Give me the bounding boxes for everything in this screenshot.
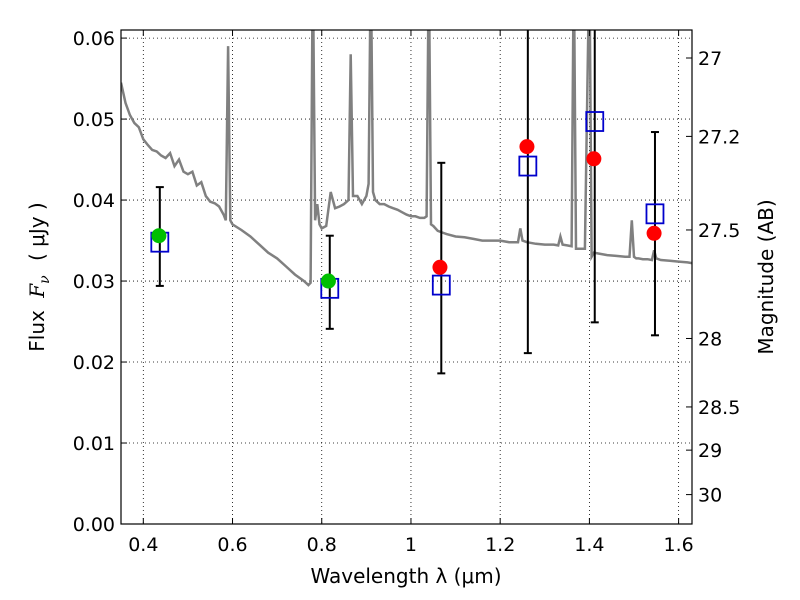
- x-tick-label: 1: [405, 534, 417, 556]
- y-tick-label: 0.01: [73, 433, 115, 455]
- y2-tick-label: 27: [698, 48, 722, 70]
- x-tick-label: 1.2: [485, 534, 515, 556]
- square-marker: [585, 111, 605, 132]
- y2-tick-label: 28.5: [698, 397, 740, 419]
- square-marker: [431, 274, 451, 296]
- y-tick-label: 0.00: [73, 514, 115, 536]
- x-axis: 0.4 0.6 0.8 1 1.2 1.4 1.6: [128, 30, 694, 556]
- plot-frame: [120, 29, 693, 525]
- y-tick-label: 0.04: [73, 190, 115, 212]
- circle-marker: [519, 139, 535, 155]
- plot-content: [121, 30, 692, 375]
- x-tick-label: 0.8: [307, 534, 337, 556]
- y2-tick-label: 30: [698, 485, 722, 507]
- square-marker: [645, 203, 665, 225]
- y-axis: 0.00 0.01 0.02 0.03 0.04 0.05 0.06: [73, 28, 127, 536]
- y2-tick-label: 27.5: [698, 220, 740, 242]
- x-tick-label: 0.6: [217, 534, 247, 556]
- data-markers: [150, 111, 665, 299]
- y-axis-label-unit: ( μJy ): [25, 202, 49, 261]
- y2-tick-label: 27.2: [698, 126, 740, 148]
- y2-axis: 27 27.2 27.5 28 28.5 29 30: [686, 48, 740, 507]
- x-tick-label: 0.4: [128, 534, 158, 556]
- y-axis-label: Flux Fν ( μJy ): [25, 202, 54, 351]
- plot-area: [121, 30, 692, 524]
- x-tick-label: 1.6: [664, 534, 694, 556]
- x-axis-label: Wavelength λ (μm): [310, 564, 501, 588]
- y-tick-label: 0.03: [73, 271, 115, 293]
- y-tick-label: 0.02: [73, 352, 115, 374]
- y-tick-label: 0.05: [73, 109, 115, 131]
- model-spectrum-line: [121, 30, 692, 287]
- svg-text:Flux Fν ( μJy ): Flux Fν ( μJy ): [25, 202, 54, 351]
- y-axis-label-sub: ν: [37, 275, 53, 284]
- y-axis-label-text: Flux: [25, 310, 49, 352]
- circle-marker: [586, 151, 602, 167]
- y2-tick-label: 29: [698, 440, 722, 462]
- y2-axis-label: Magnitude (AB): [754, 199, 778, 354]
- circle-marker: [320, 273, 336, 289]
- circle-marker: [151, 228, 167, 244]
- circle-marker: [432, 259, 448, 275]
- x-tick-label: 1.4: [574, 534, 604, 556]
- square-marker: [518, 155, 538, 177]
- y2-tick-label: 28: [698, 328, 722, 350]
- y-axis-label-symbol: F: [25, 283, 49, 299]
- y-tick-label: 0.06: [73, 28, 115, 50]
- circle-marker: [646, 225, 662, 241]
